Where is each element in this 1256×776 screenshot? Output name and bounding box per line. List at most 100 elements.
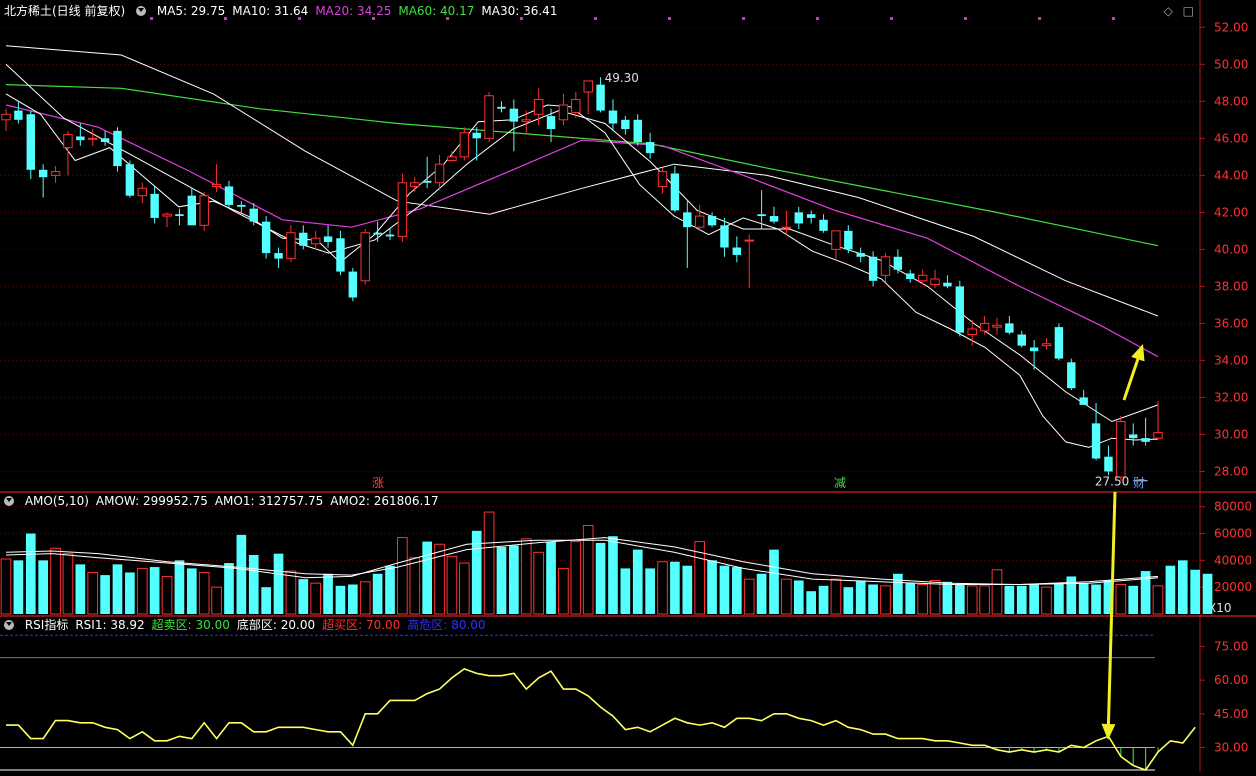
amo-bar	[0, 558, 12, 615]
jian-marker: 减	[834, 476, 846, 490]
amo-bar	[991, 569, 1003, 615]
candle-body	[447, 156, 457, 162]
candle-body	[1104, 456, 1113, 472]
candle-body	[1067, 362, 1076, 389]
amo-bar	[335, 585, 346, 614]
amo-bar	[966, 585, 978, 615]
candle-body	[63, 134, 73, 149]
candle-body	[199, 195, 209, 226]
candle-body	[224, 186, 234, 205]
candle-body	[769, 216, 779, 222]
amo-bar	[397, 537, 408, 615]
candle-body	[497, 106, 506, 109]
amo-bar	[520, 538, 532, 615]
candle-body	[744, 239, 754, 242]
amo-bar	[608, 536, 618, 614]
amo-label-3: AMO2: 261806.17	[330, 494, 439, 508]
amo-bar	[211, 586, 222, 615]
dropdown-icon[interactable]	[4, 620, 14, 630]
amo-bar	[62, 553, 74, 615]
amo-bar	[310, 582, 322, 615]
candle-body	[1054, 327, 1064, 359]
candle-body	[1153, 432, 1163, 439]
amo-bar	[125, 572, 135, 614]
event-marker	[668, 17, 671, 20]
candle-body	[459, 132, 470, 158]
ma-label-3: MA60: 40.17	[398, 4, 475, 18]
rsi-line	[6, 668, 1196, 771]
amo-bar	[769, 549, 779, 614]
amo-bar	[1004, 585, 1015, 614]
rsi-label-2: 超卖区: 30.00	[151, 618, 230, 632]
candle-body	[286, 232, 296, 260]
event-marker	[372, 17, 375, 20]
amo-bar	[1103, 580, 1114, 614]
ma20-line	[5, 104, 1159, 358]
amo-bar	[359, 581, 371, 615]
amo-bar	[1091, 584, 1101, 614]
candle-body	[397, 182, 408, 237]
amo-legend: AMO(5,10) AMOW: 299952.75 AMO1: 312757.75 A…	[25, 494, 446, 508]
amo-bar	[1177, 560, 1188, 614]
amo-bar	[372, 573, 383, 614]
amo-bar	[385, 565, 395, 614]
candle-body	[162, 213, 172, 217]
candle-body	[831, 230, 841, 250]
amo-label-0: AMO(5,10)	[24, 494, 89, 508]
candle-body	[621, 119, 630, 130]
amo-bar	[893, 573, 903, 614]
ma5-line	[5, 93, 1159, 448]
amo-bar	[917, 583, 928, 615]
event-marker	[224, 17, 227, 20]
rsi-tick-label: 45.00	[1214, 707, 1248, 721]
up-arrow	[1122, 344, 1145, 401]
amo-bar	[929, 579, 941, 615]
rsi-label-3: 底部区: 20.00	[236, 618, 316, 632]
amo-bar	[285, 570, 297, 615]
amo-bar	[806, 591, 816, 614]
amo-tick-label: 20000	[1214, 580, 1252, 594]
amo-bar	[38, 560, 48, 614]
square-icon[interactable]: □	[1182, 4, 1194, 18]
ma-label-0: MA5: 29.75	[156, 4, 226, 18]
candle-body	[992, 324, 1002, 328]
ma-label-4: MA30: 36.41	[481, 4, 558, 18]
amo-bar	[570, 541, 582, 615]
candle-body	[50, 171, 61, 176]
candle-body	[249, 208, 258, 222]
amo-tick-label: 60000	[1214, 527, 1252, 541]
amo-bar	[100, 575, 110, 614]
event-marker	[594, 17, 597, 20]
candle-body	[917, 274, 928, 282]
diamond-icon[interactable]: ◇	[1163, 4, 1173, 18]
amo-bar	[719, 565, 730, 614]
candle-body	[113, 130, 122, 167]
event-marker	[890, 17, 893, 20]
candle-body	[979, 322, 990, 332]
amo-bar	[13, 560, 24, 614]
amo-bar	[645, 568, 655, 614]
candle-body	[608, 110, 618, 124]
down-arrow-head	[1101, 723, 1116, 740]
candle-body	[521, 119, 531, 123]
candle-body	[546, 116, 556, 130]
dropdown-icon[interactable]	[136, 6, 147, 16]
candle-body	[893, 256, 903, 270]
amo-bar	[1054, 583, 1064, 614]
rsi-label-5: 高危区: 80.00	[407, 618, 486, 632]
amo-bar	[818, 585, 829, 614]
amo-bar	[1041, 586, 1052, 615]
amo-tick-label: 80000	[1214, 500, 1252, 514]
amo-bar	[732, 567, 742, 614]
window-controls[interactable]: ◇ □	[1158, 4, 1194, 18]
candle-body	[310, 237, 321, 245]
amo-bar	[620, 568, 631, 614]
candle-body	[880, 256, 891, 276]
ma-legend: MA5: 29.75 MA10: 31.64 MA20: 34.25 MA60: 40…	[157, 4, 565, 18]
down-arrow-shaft	[1106, 491, 1117, 725]
candle-body	[137, 187, 147, 197]
dropdown-icon[interactable]	[4, 496, 14, 506]
stock-title: 北方稀土(日线 前复权)	[4, 4, 126, 18]
